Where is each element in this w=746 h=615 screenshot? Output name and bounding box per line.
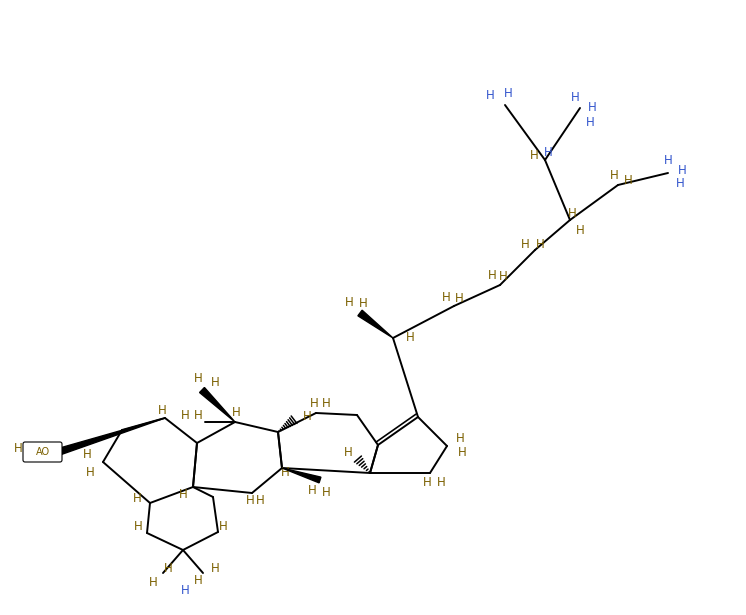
Text: H: H xyxy=(181,408,189,421)
Text: H: H xyxy=(210,561,219,574)
Text: H: H xyxy=(568,207,577,220)
Text: H: H xyxy=(194,371,202,384)
Text: AO: AO xyxy=(36,447,49,457)
Text: H: H xyxy=(148,576,157,589)
Text: H: H xyxy=(134,520,142,533)
Polygon shape xyxy=(282,468,321,483)
Polygon shape xyxy=(358,310,393,338)
Text: H: H xyxy=(504,87,513,100)
Text: H: H xyxy=(406,330,414,344)
Text: H: H xyxy=(530,148,539,162)
Text: H: H xyxy=(231,405,240,418)
Text: H: H xyxy=(457,445,466,459)
Text: H: H xyxy=(624,173,633,186)
Text: H: H xyxy=(677,164,686,177)
Text: H: H xyxy=(322,397,330,410)
Text: H: H xyxy=(181,584,189,597)
Text: H: H xyxy=(345,295,354,309)
FancyBboxPatch shape xyxy=(23,442,62,462)
Text: H: H xyxy=(676,177,684,189)
Text: H: H xyxy=(86,466,95,478)
Text: H: H xyxy=(83,448,91,461)
Text: H: H xyxy=(322,485,330,499)
Text: H: H xyxy=(609,169,618,181)
Text: H: H xyxy=(245,493,254,507)
Text: H: H xyxy=(280,467,289,480)
Polygon shape xyxy=(200,387,235,422)
Text: H: H xyxy=(498,269,507,282)
Text: H: H xyxy=(544,146,552,159)
Text: H: H xyxy=(456,432,464,445)
Text: H: H xyxy=(576,223,584,237)
Text: H: H xyxy=(436,475,445,488)
Text: H: H xyxy=(219,520,228,533)
Text: H: H xyxy=(163,561,172,574)
Text: H: H xyxy=(303,410,311,423)
Text: H: H xyxy=(664,154,672,167)
Text: H: H xyxy=(521,237,530,250)
Text: H: H xyxy=(536,237,545,250)
Text: H: H xyxy=(178,488,187,501)
Text: H: H xyxy=(133,491,142,504)
Text: H: H xyxy=(157,403,166,416)
Text: H: H xyxy=(488,269,496,282)
Text: H: H xyxy=(486,89,495,101)
Text: H: H xyxy=(194,574,202,587)
Text: H: H xyxy=(588,100,596,114)
Text: H: H xyxy=(344,445,352,459)
Text: H: H xyxy=(210,376,219,389)
Text: H: H xyxy=(194,408,202,421)
Polygon shape xyxy=(54,418,165,456)
Text: H: H xyxy=(442,290,451,303)
Text: H: H xyxy=(310,397,319,410)
Text: H: H xyxy=(571,90,580,103)
Text: H: H xyxy=(586,116,595,129)
Text: H: H xyxy=(359,296,367,309)
Text: H: H xyxy=(256,493,264,507)
Text: H: H xyxy=(454,292,463,304)
Text: H: H xyxy=(307,483,316,496)
Text: H: H xyxy=(423,475,431,488)
Text: H: H xyxy=(13,442,22,454)
